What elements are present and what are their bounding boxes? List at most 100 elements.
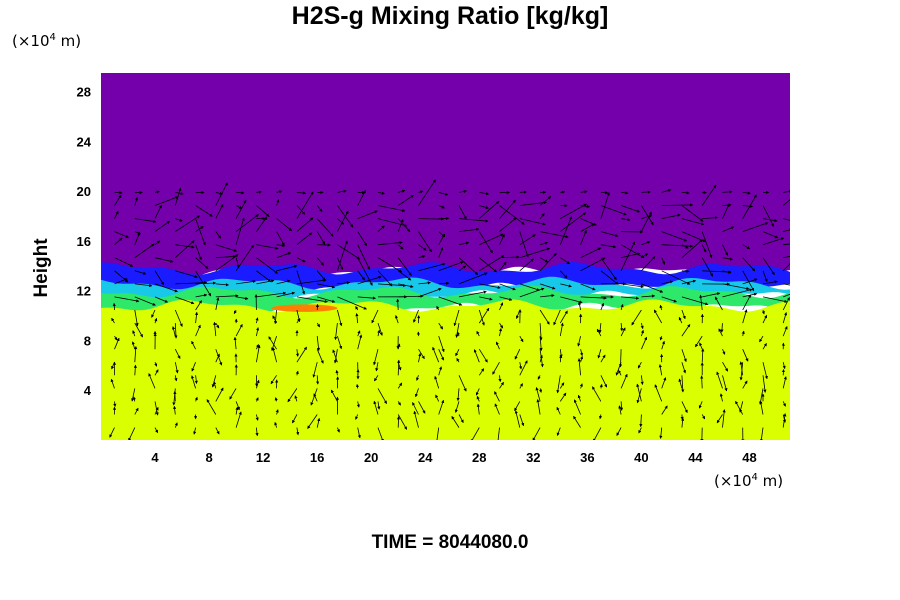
x-tick-label: 16	[310, 450, 324, 465]
vector-arrow	[559, 392, 567, 402]
vector-arrow	[134, 407, 139, 415]
vector-arrow	[701, 184, 717, 206]
vector-arrow	[175, 296, 195, 305]
vector-arrow	[397, 401, 401, 406]
vector-arrow	[681, 269, 690, 273]
vector-arrow	[296, 257, 306, 263]
y-tick-label: 4	[84, 383, 92, 398]
vector-arrow	[638, 427, 642, 434]
x-tick-label: 36	[580, 450, 594, 465]
vector-arrow	[215, 244, 238, 252]
vector-arrow	[206, 399, 217, 415]
vector-arrow	[539, 309, 550, 325]
vector-arrow	[175, 244, 195, 249]
vector-arrow	[114, 270, 129, 283]
vector-arrow	[174, 375, 178, 382]
vector-arrow	[276, 291, 296, 298]
vector-arrow	[701, 244, 707, 253]
vector-arrow	[438, 281, 450, 285]
vector-arrow	[762, 270, 768, 283]
vector-arrow	[215, 427, 220, 435]
vector-arrow	[654, 384, 663, 402]
vector-arrow	[271, 335, 277, 352]
vector-arrow	[211, 375, 217, 388]
chart-title: H2S-g Mixing Ratio [kg/kg]	[291, 2, 609, 30]
vector-arrow	[661, 280, 674, 285]
vector-arrow	[215, 254, 237, 259]
vector-arrow	[678, 378, 683, 389]
vector-arrow	[580, 283, 596, 291]
vector-arrow	[191, 375, 196, 389]
vector-arrow	[661, 257, 666, 265]
vector-arrow	[519, 335, 524, 343]
vector-arrow	[296, 296, 328, 303]
vector-arrow	[577, 301, 582, 311]
vector-arrow	[519, 218, 546, 226]
vector-arrow	[783, 218, 790, 221]
vector-arrow	[276, 252, 292, 259]
vector-arrow	[580, 349, 584, 357]
vector-arrow	[296, 191, 314, 219]
vector-arrow	[194, 396, 198, 402]
vector-arrow	[702, 292, 721, 298]
vector-arrow	[701, 348, 705, 363]
vector-arrow	[681, 191, 690, 195]
vector-arrow	[270, 375, 277, 385]
vector-arrow	[276, 190, 283, 194]
vector-arrow	[355, 306, 359, 311]
vector-arrow	[681, 362, 687, 374]
vector-arrow	[498, 375, 502, 383]
vector-arrow	[395, 314, 399, 324]
vector-arrow	[479, 192, 490, 196]
vector-arrow	[762, 342, 767, 350]
vector-arrow	[373, 349, 379, 366]
vector-arrow	[194, 311, 199, 324]
vector-arrow	[498, 327, 503, 337]
vector-arrow	[621, 218, 631, 222]
vector-arrow	[742, 194, 757, 219]
vector-arrow	[639, 414, 643, 428]
vector-arrow	[783, 189, 790, 194]
vector-arrow	[154, 220, 170, 232]
vector-arrow	[235, 401, 240, 411]
vector-arrow	[235, 199, 247, 219]
vector-arrow	[276, 231, 285, 246]
vector-arrow	[478, 348, 488, 363]
vector-arrow	[681, 309, 686, 320]
x-tick-label: 12	[256, 450, 270, 465]
vector-arrow	[539, 283, 556, 290]
vector-arrow	[573, 399, 581, 415]
vector-arrow	[699, 342, 703, 350]
vector-arrow	[661, 203, 694, 207]
vector-arrow	[782, 362, 786, 370]
vector-arrow	[598, 414, 603, 420]
vector-arrow	[631, 309, 642, 326]
vector-arrow	[716, 414, 723, 424]
vector-arrow	[377, 241, 403, 246]
vector-arrow	[110, 378, 115, 389]
vector-arrow	[540, 294, 555, 298]
vector-arrow	[438, 296, 463, 306]
vector-arrow	[701, 414, 706, 420]
vector-arrow	[154, 196, 179, 206]
vector-arrow	[681, 279, 697, 285]
vector-arrow	[191, 340, 196, 350]
vector-arrow	[782, 311, 788, 324]
vector-arrow	[641, 214, 653, 219]
y-tick-label: 28	[77, 85, 91, 100]
vector-arrow	[256, 327, 260, 337]
vector-arrow	[175, 218, 183, 222]
vector-arrow	[296, 346, 307, 363]
vector-arrow	[436, 427, 440, 440]
vector-arrow	[371, 309, 379, 324]
vector-arrow	[397, 257, 412, 276]
layer-upper	[101, 73, 790, 278]
vector-arrow	[333, 349, 338, 364]
vector-arrow	[438, 192, 449, 196]
vector-arrow	[316, 349, 324, 364]
vector-arrow	[215, 349, 223, 366]
vector-arrow	[458, 189, 467, 194]
vector-arrow	[600, 375, 608, 388]
y-axis-ticks: 4 8 12 16 20 24 28	[77, 85, 92, 399]
